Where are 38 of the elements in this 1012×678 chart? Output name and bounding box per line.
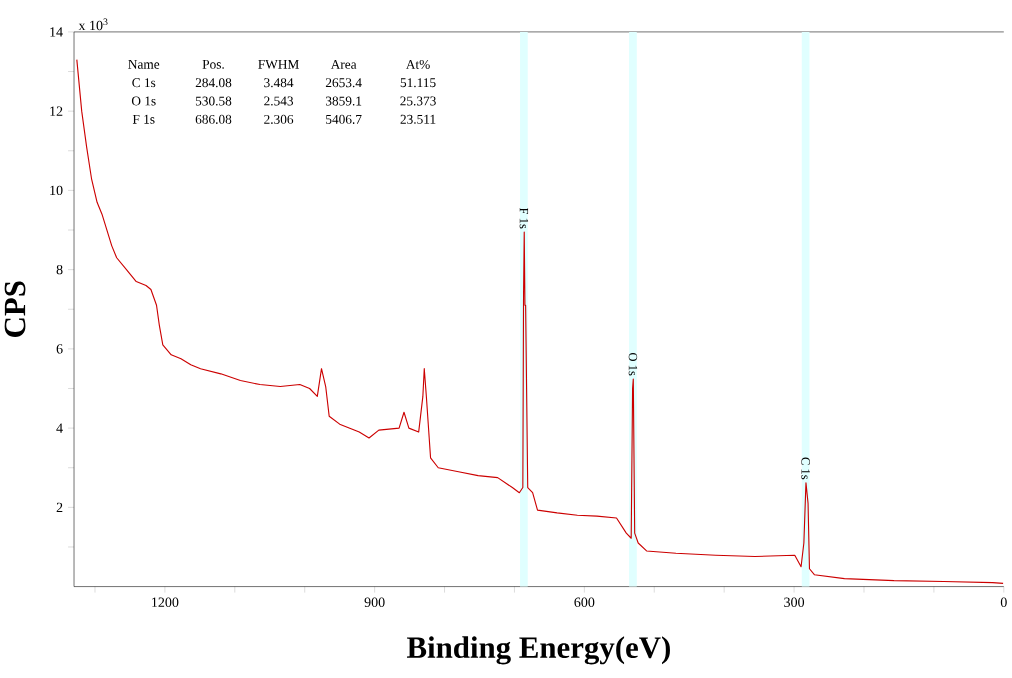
annotation: F 1s — [132, 114, 155, 124]
y-tick-label: 14 — [50, 27, 63, 37]
y-axis-title: CPS — [4, 281, 26, 337]
x-tick-label: 1200 — [152, 597, 179, 607]
text: x 10$^{3}$ — [78, 18, 108, 31]
x-tick-label: 900 — [364, 597, 385, 607]
y-tick-label: 4 — [56, 423, 63, 433]
annotation: Name — [128, 59, 160, 69]
annotation: 530.58 — [195, 96, 232, 106]
annotation: 25.373 — [400, 96, 436, 106]
x-tick-label: 0 — [1000, 597, 1007, 607]
annotation: O 1s — [131, 96, 156, 106]
y-tick-label: 8 — [56, 264, 63, 275]
y-tick-label: 10 — [50, 185, 63, 195]
x-tick-label: 300 — [784, 597, 805, 607]
x-tick-label: 600 — [574, 597, 595, 607]
x-axis-title: Binding Energy(eV) — [406, 636, 670, 665]
annotation: 2653.4 — [325, 78, 362, 88]
annotation: FWHM — [258, 59, 299, 69]
annotation: 3.484 — [264, 78, 294, 88]
y-tick-label: 6 — [56, 343, 63, 354]
annotation: 284.08 — [195, 78, 232, 88]
annotation: Pos. — [202, 59, 224, 69]
annotation: 3859.1 — [325, 96, 362, 106]
annotation: 2.306 — [264, 114, 294, 124]
annotation: 51.115 — [400, 78, 436, 88]
annotation: C 1s — [132, 78, 156, 87]
annotation: 23.511 — [400, 114, 436, 124]
annotation: 2.543 — [264, 96, 294, 106]
band-label: C 1s — [801, 457, 810, 480]
annotation: 5406.7 — [326, 114, 362, 124]
annotation: 686.08 — [195, 114, 232, 124]
band-label: O 1s — [628, 352, 638, 376]
band-label: F 1s — [519, 207, 529, 229]
y-tick-label: 12 — [50, 106, 63, 116]
annotation: Area — [330, 59, 357, 69]
y-tick-label: 2 — [56, 502, 63, 512]
annotation: At% — [405, 59, 430, 69]
